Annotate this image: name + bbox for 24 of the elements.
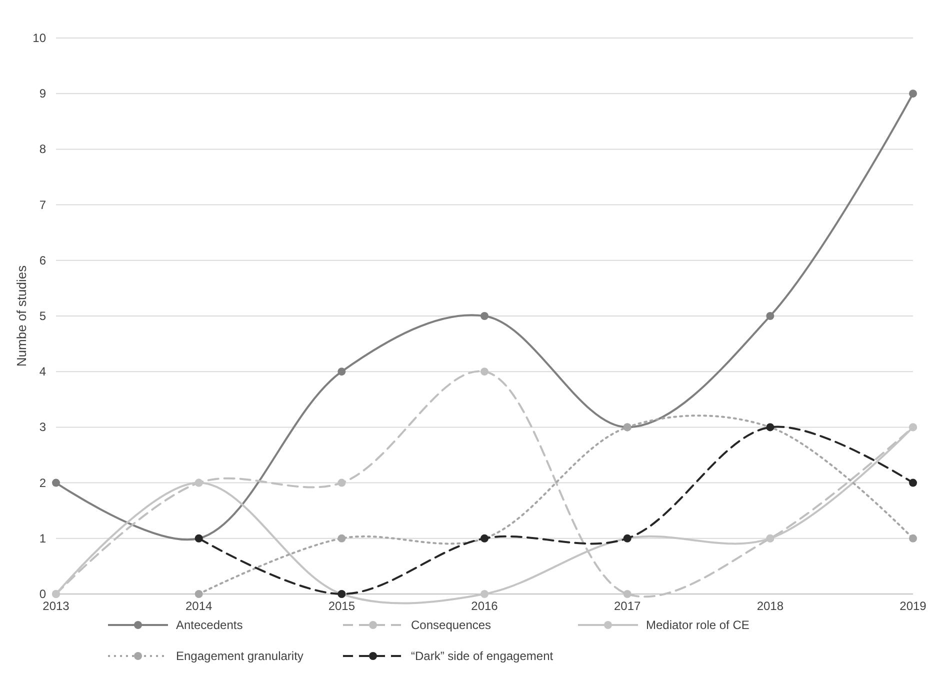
y-tick-label: 3 bbox=[39, 420, 46, 434]
x-tick-label: 2016 bbox=[471, 599, 498, 613]
legend-label: Engagement granularity bbox=[176, 649, 304, 663]
y-tick-label: 7 bbox=[39, 198, 46, 212]
legend-label: Mediator role of CE bbox=[646, 618, 750, 632]
y-tick-label: 1 bbox=[39, 531, 46, 546]
y-tick-label: 5 bbox=[39, 309, 46, 323]
y-axis-title: Numbe of studies bbox=[14, 264, 29, 367]
y-tick-label: 6 bbox=[39, 253, 46, 268]
x-tick-label: 2017 bbox=[614, 599, 642, 613]
y-tick-label: 2 bbox=[39, 476, 46, 490]
x-tick-label: 2013 bbox=[42, 599, 70, 613]
y-tick-label: 8 bbox=[39, 142, 46, 156]
x-tick-label: 2018 bbox=[756, 599, 784, 613]
legend-label: “Dark” side of engagement bbox=[411, 649, 554, 663]
legend-label: Consequences bbox=[411, 618, 492, 632]
x-tick-label: 2019 bbox=[900, 599, 927, 613]
y-tick-label: 0 bbox=[39, 587, 46, 601]
y-tick-label: 9 bbox=[39, 86, 46, 101]
y-tick-label: 10 bbox=[32, 31, 46, 45]
x-tick-label: 2015 bbox=[328, 599, 356, 613]
x-tick-label: 2014 bbox=[185, 599, 213, 613]
legend-label: Antecedents bbox=[176, 618, 243, 632]
y-tick-label: 4 bbox=[39, 364, 46, 379]
